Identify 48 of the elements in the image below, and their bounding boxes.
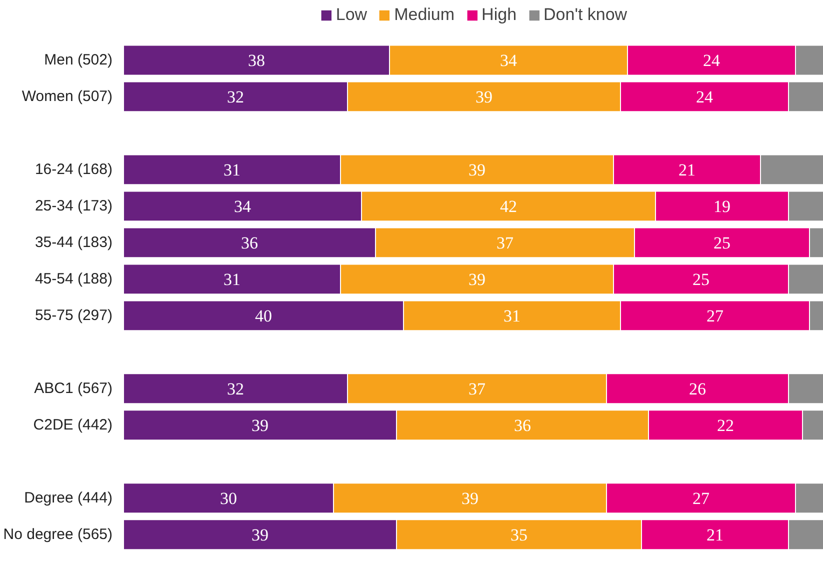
legend-label: High xyxy=(482,5,517,25)
data-label: 22 xyxy=(717,416,734,436)
data-label: 39 xyxy=(476,88,492,107)
data-label: 32 xyxy=(227,88,244,107)
data-label: 26 xyxy=(689,380,706,399)
y-tick-label: 35-44 (183) xyxy=(34,234,113,252)
data-label: 34 xyxy=(234,197,252,216)
data-label: 24 xyxy=(703,51,720,70)
data-label: 32 xyxy=(227,380,244,399)
y-tick-label: 16-24 (168) xyxy=(34,161,113,178)
data-label: 39 xyxy=(252,416,268,436)
data-label: 21 xyxy=(706,526,724,545)
data-label: 39 xyxy=(468,270,486,290)
legend-label: Don't know xyxy=(544,5,628,25)
data-label: 39 xyxy=(462,489,478,508)
y-tick-label: Degree (444) xyxy=(24,490,113,507)
data-label: 31 xyxy=(224,270,240,290)
y-tick-label: No degree (565) xyxy=(3,526,113,544)
legend-label: Low xyxy=(336,5,368,25)
data-label: 27 xyxy=(692,489,710,508)
data-label: 31 xyxy=(504,306,520,326)
data-label: 39 xyxy=(468,160,486,180)
data-label: 36 xyxy=(241,234,258,253)
y-tick-label: Women (507) xyxy=(22,88,113,106)
data-label: 25 xyxy=(714,234,730,253)
data-label: 37 xyxy=(496,234,514,253)
y-tick-label: 45-54 (188) xyxy=(34,270,113,288)
y-tick-label: C2DE (442) xyxy=(33,416,113,434)
data-label: 36 xyxy=(514,416,531,436)
data-label: 35 xyxy=(510,526,528,545)
data-label: 31 xyxy=(224,160,240,180)
y-tick-label: ABC1 (567) xyxy=(34,380,113,398)
y-tick-label: 25-34 (173) xyxy=(34,198,113,215)
data-label: 38 xyxy=(248,51,265,70)
data-label: 34 xyxy=(500,51,518,70)
legend-label: Medium xyxy=(394,5,455,25)
y-tick-label: 55-75 (297) xyxy=(34,307,113,324)
data-label: 25 xyxy=(692,270,710,290)
data-label: 39 xyxy=(252,526,268,545)
data-label: 19 xyxy=(714,197,730,216)
data-label: 42 xyxy=(500,197,517,216)
data-label: 37 xyxy=(468,380,486,399)
data-label: 21 xyxy=(678,160,696,180)
data-label: 30 xyxy=(220,489,237,508)
y-tick-label: Men (502) xyxy=(44,52,113,69)
data-label: 24 xyxy=(696,88,714,107)
data-label: 40 xyxy=(255,306,272,326)
data-label: 27 xyxy=(706,306,724,326)
